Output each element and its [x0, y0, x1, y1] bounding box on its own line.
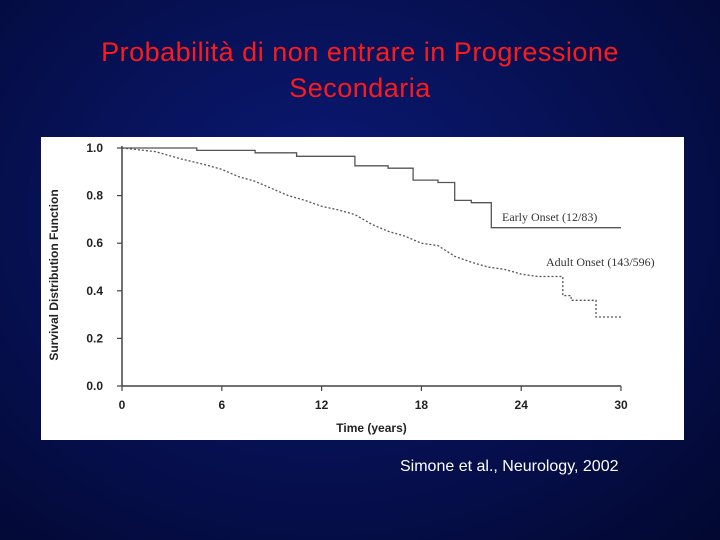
chart-ticks: 0 6 12 18 24 30 0.0 0.2 0.4 0.6 0.8 1.0 [86, 141, 628, 412]
slide-title-line-1: Probabilità di non entrare in Progressio… [101, 37, 619, 67]
x-tick-label: 12 [315, 398, 329, 412]
y-tick-label: 1.0 [86, 141, 103, 155]
x-tick-label: 24 [515, 398, 529, 412]
x-tick-label: 0 [119, 398, 126, 412]
slide-title: Probabilità di non entrare in Progressio… [0, 34, 720, 106]
series-line-early-onset [122, 147, 621, 229]
citation-text: Simone et al., Neurology, 2002 [400, 458, 619, 475]
y-tick-label: 0.4 [86, 284, 103, 298]
x-axis-title: Time (years) [336, 421, 406, 435]
x-tick-label: 18 [415, 398, 429, 412]
survival-chart-panel: 0 6 12 18 24 30 0.0 0.2 0.4 0.6 0.8 1.0 Early Onset… [41, 137, 684, 440]
series-line-adult-onset [121, 147, 621, 318]
x-tick-label: 6 [218, 398, 225, 412]
chart-series [121, 147, 621, 318]
survival-chart: 0 6 12 18 24 30 0.0 0.2 0.4 0.6 0.8 1.0 Early Onset… [47, 141, 655, 435]
legend-entry-adult-onset: Adult Onset (143/596) [546, 255, 655, 269]
legend-entry-early-onset: Early Onset (12/83) [502, 210, 597, 224]
y-axis-title: Survival Distribution Function [47, 189, 61, 360]
x-tick-label: 30 [614, 398, 628, 412]
chart-legend: Early Onset (12/83) Adult Onset (143/596) [502, 210, 655, 269]
y-tick-label: 0.0 [86, 379, 103, 393]
y-tick-label: 0.6 [86, 236, 103, 250]
slide-title-line-2: Secondaria [289, 73, 431, 103]
y-tick-label: 0.8 [86, 189, 103, 203]
chart-axes [121, 146, 621, 387]
y-tick-label: 0.2 [86, 331, 103, 345]
